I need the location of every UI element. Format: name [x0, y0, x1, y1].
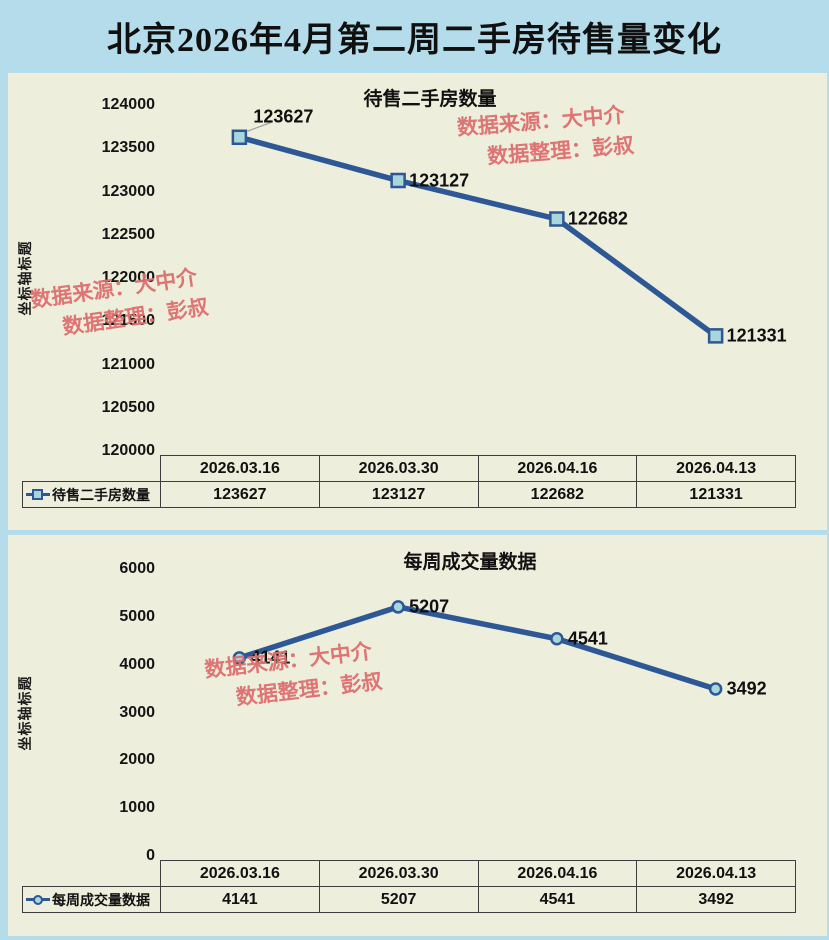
- data-point-label: 5207: [409, 596, 450, 617]
- table-date-cell: 2026.04.13: [636, 455, 796, 482]
- chart-panel-weekly-transactions: 每周成交量数据 0 1000 2000 3000 4000 5000 6000 坐标轴标题 414…: [8, 535, 827, 936]
- data-point-marker: [390, 172, 406, 189]
- y-axis-tick-label: 121500: [101, 312, 155, 330]
- series-legend-key-icon: [26, 488, 50, 502]
- series-line: [238, 604, 717, 692]
- data-point-marker: [232, 651, 247, 665]
- table-value-cell: 122682: [477, 481, 638, 508]
- y-axis-tick-label: 124000: [101, 96, 155, 113]
- y-axis-tick-label: 120000: [101, 442, 155, 459]
- y-axis-tick-label: 1000: [119, 799, 155, 817]
- y-axis-tick-label: 123000: [101, 182, 155, 200]
- table-value-cell: 3492: [636, 886, 796, 913]
- line-chart-plot: [231, 121, 724, 344]
- series-name: 每周成交量数据: [52, 891, 150, 908]
- table-value-cell: 123627: [160, 481, 320, 508]
- table-value-cell: 123127: [318, 481, 479, 508]
- table-header-row: 2026.03.16 2026.03.30 2026.04.16 2026.04.13: [23, 860, 796, 887]
- series-legend-cell: 每周成交量数据: [22, 886, 161, 913]
- data-point-marker: [549, 211, 565, 227]
- table-date-cell: 2026.04.16: [477, 455, 638, 482]
- series-legend-key-icon: [26, 893, 50, 907]
- table-date-cell: 2026.04.16: [477, 860, 638, 887]
- table-corner-spacer: [23, 861, 161, 887]
- page-title: 北京2026年4月第二周二手房待售量变化: [107, 22, 722, 59]
- chart-data-table: 2026.03.16 2026.03.30 2026.04.16 2026.04.13…: [22, 860, 796, 913]
- data-point-marker: [550, 632, 564, 646]
- data-point-label: 4541: [567, 628, 608, 649]
- data-point-label: 123627: [253, 106, 314, 127]
- table-value-cell: 4141: [160, 886, 320, 913]
- y-axis-tick-label: 120500: [101, 398, 155, 416]
- data-point-marker: [708, 682, 723, 696]
- y-axis-tick-label: 121000: [101, 355, 155, 373]
- y-axis-tick-label: 122000: [101, 269, 155, 286]
- series-legend-cell: 待售二手房数量: [22, 481, 161, 508]
- label-leader-line: [247, 121, 272, 132]
- table-date-cell: 2026.03.16: [160, 860, 320, 887]
- legend-marker-swatch: [32, 489, 43, 500]
- y-axis-tick-label: 122500: [101, 225, 155, 243]
- y-axis-tick-label: 2000: [119, 751, 155, 769]
- y-axis-tick-label: 0: [146, 847, 155, 864]
- table-corner-spacer: [23, 456, 161, 482]
- table-value-cell: 121331: [636, 481, 796, 508]
- table-date-cell: 2026.03.30: [318, 860, 479, 887]
- chart-panel-pending-listings: 待售二手房数量 120000 120500 121000 121500 122000 122…: [8, 73, 827, 530]
- series-line: [238, 134, 718, 339]
- table-value-cell: 5207: [318, 886, 479, 913]
- data-point-label: 3492: [726, 678, 767, 699]
- table-header-row: 2026.03.16 2026.03.30 2026.04.16 2026.04.13: [23, 455, 796, 482]
- y-axis-tick-label: 5000: [119, 607, 155, 625]
- data-point-label: 122682: [567, 208, 628, 229]
- line-chart-plot: [232, 600, 723, 696]
- table-value-row: 每周成交量数据 4141 5207 4541 3492: [22, 886, 796, 913]
- y-axis-tick-label: 123500: [101, 139, 155, 157]
- chart-title: 每周成交量数据: [403, 552, 537, 573]
- table-value-cell: 4541: [477, 886, 638, 913]
- series-name: 待售二手房数量: [52, 486, 150, 503]
- table-date-cell: 2026.04.13: [636, 860, 796, 887]
- data-point-marker: [391, 600, 405, 614]
- table-value-row: 待售二手房数量 123627 123127 122682 121331: [22, 481, 796, 508]
- chart-title: 待售二手房数量: [363, 89, 497, 110]
- data-point-marker: [707, 328, 724, 344]
- legend-marker-swatch: [33, 895, 43, 905]
- data-point-label: 123127: [409, 170, 470, 190]
- table-date-cell: 2026.03.30: [318, 455, 479, 482]
- y-axis-tick-label: 3000: [119, 703, 155, 721]
- data-point-marker: [231, 129, 248, 146]
- data-point-label: 121331: [726, 325, 787, 346]
- y-axis-tick-label: 6000: [119, 560, 155, 577]
- data-point-label: 4141: [250, 647, 291, 668]
- table-date-cell: 2026.03.16: [160, 455, 320, 482]
- y-axis-tick-label: 4000: [119, 655, 155, 673]
- chart-data-table: 2026.03.16 2026.03.30 2026.04.16 2026.04.13…: [22, 455, 796, 508]
